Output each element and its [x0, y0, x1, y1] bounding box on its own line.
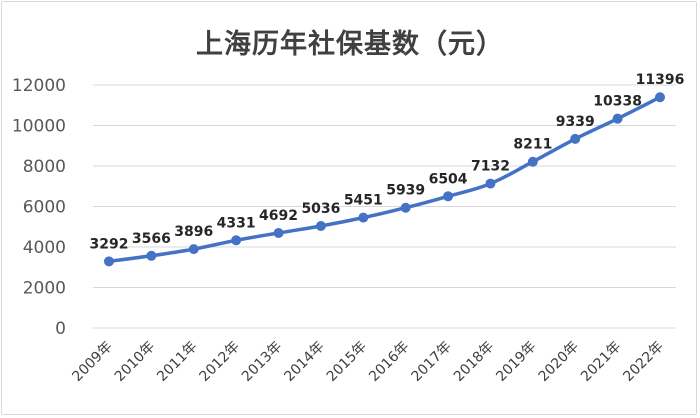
data-label: 6504 — [429, 171, 468, 187]
data-point — [104, 256, 114, 267]
y-tick-label: 12000 — [12, 76, 66, 96]
data-point — [273, 227, 284, 238]
data-label: 3896 — [174, 224, 213, 240]
data-label: 5939 — [386, 183, 425, 199]
x-tick-label: 2021年 — [578, 339, 624, 385]
y-tick-label: 2000 — [23, 279, 66, 299]
data-point — [443, 191, 454, 202]
x-tick-label: 2015年 — [324, 339, 370, 385]
data-point — [231, 235, 242, 246]
x-tick-label: 2014年 — [281, 339, 327, 385]
x-tick-label: 2020年 — [536, 339, 582, 385]
x-tick-label: 2010年 — [112, 339, 158, 385]
data-label: 7132 — [471, 159, 510, 175]
data-label: 11396 — [636, 72, 685, 88]
data-point — [315, 221, 326, 232]
data-label: 5036 — [301, 201, 340, 217]
x-tick-label: 2018年 — [451, 339, 497, 385]
data-point — [358, 212, 369, 223]
data-point — [527, 156, 538, 167]
data-point — [570, 133, 581, 144]
data-point — [655, 92, 665, 103]
data-label: 3292 — [90, 236, 129, 252]
data-label: 9339 — [556, 114, 595, 130]
x-tick-label: 2016年 — [366, 339, 412, 385]
data-point — [612, 113, 623, 124]
data-point — [485, 178, 496, 189]
y-tick-label: 10000 — [12, 117, 66, 137]
x-tick-label: 2019年 — [493, 339, 539, 385]
data-point — [400, 202, 411, 213]
chart-title: 上海历年社保基数（元） — [196, 29, 504, 60]
y-tick-label: 8000 — [23, 157, 66, 177]
series-line-group — [104, 92, 665, 267]
x-tick-label: 2013年 — [239, 339, 285, 385]
x-tick-label: 2009年 — [69, 339, 115, 385]
x-tick-label: 2022年 — [620, 339, 666, 385]
y-tick-label: 0 — [55, 319, 66, 339]
x-tick-label: 2012年 — [197, 339, 243, 385]
y-tick-label: 4000 — [23, 238, 66, 258]
data-point — [188, 244, 199, 255]
data-label: 4692 — [259, 208, 298, 224]
y-tick-label: 6000 — [23, 198, 66, 218]
x-axis: 2009年2010年2011年2012年2013年2014年2015年2016年… — [69, 339, 666, 385]
data-point — [146, 250, 157, 261]
data-label: 10338 — [593, 94, 642, 110]
data-label: 4331 — [217, 215, 256, 231]
y-axis: 0 2000 4000 6000 8000 10000 12000 — [12, 76, 66, 339]
gridlines — [93, 84, 676, 329]
x-tick-label: 2011年 — [154, 339, 200, 385]
data-label: 5451 — [344, 193, 383, 209]
data-label: 3566 — [132, 231, 171, 247]
x-tick-label: 2017年 — [408, 339, 454, 385]
data-label: 8211 — [513, 137, 552, 153]
